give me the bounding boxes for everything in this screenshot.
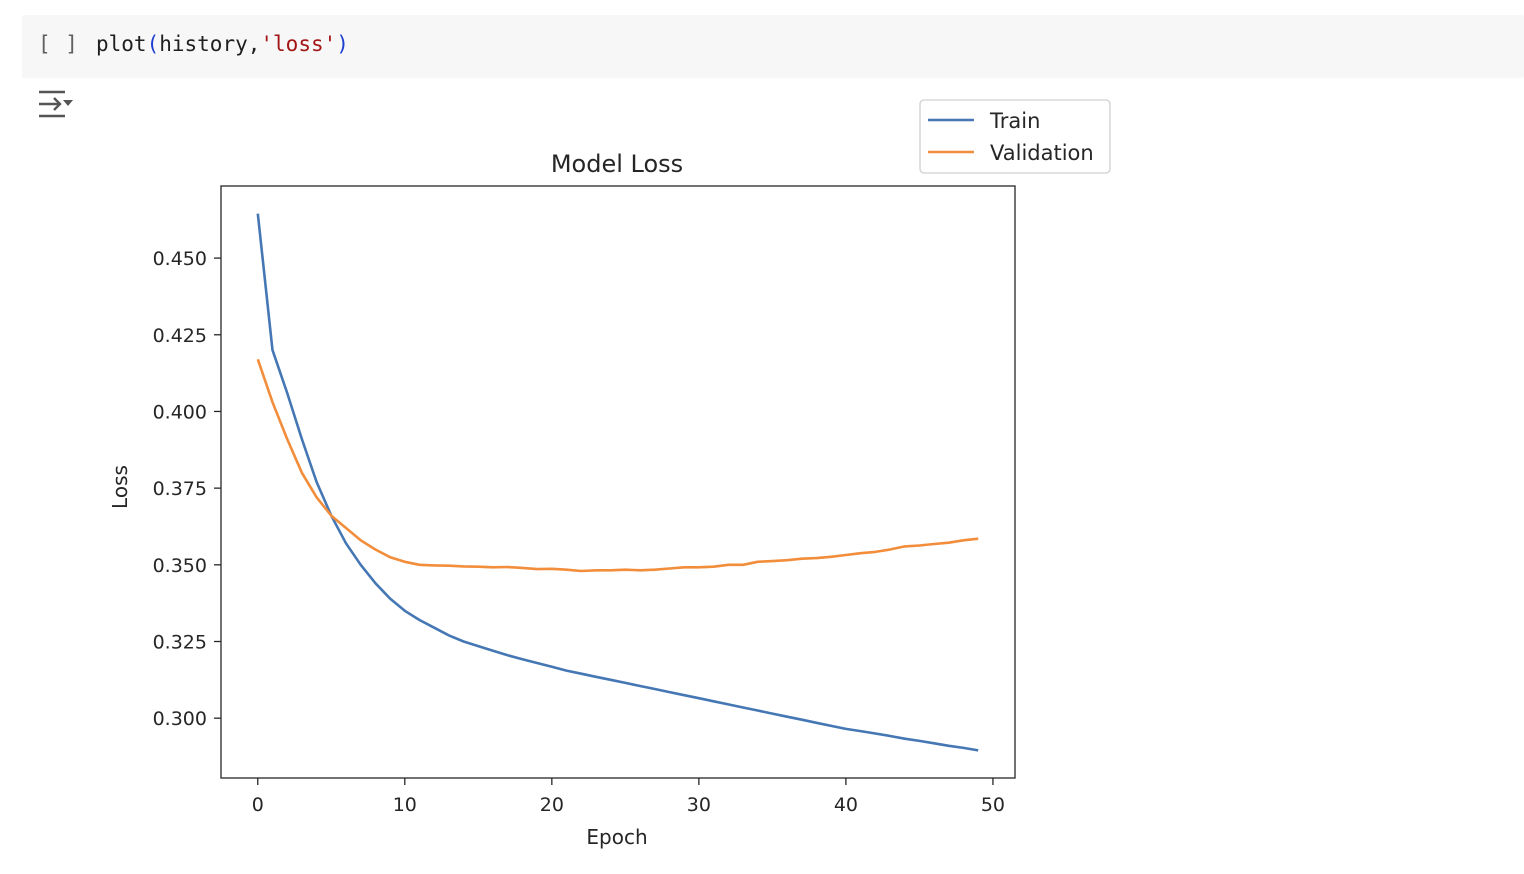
y-tick-label: 0.400 (153, 401, 207, 423)
legend: Train Validation (919, 99, 1111, 174)
x-tick-label: 10 (393, 794, 417, 816)
chart-title: Model Loss (551, 150, 683, 178)
x-tick-label: 30 (687, 794, 711, 816)
x-tick-label: 0 (252, 794, 264, 816)
y-tick-label: 0.325 (153, 632, 207, 654)
code-cell[interactable]: [ ] plot(history,'loss') (22, 15, 1524, 78)
collapse-output-icon[interactable] (36, 88, 76, 122)
code-arg-loss: 'loss' (260, 32, 337, 56)
legend-label-validation: Validation (990, 141, 1094, 165)
x-axis-label: Epoch (586, 825, 647, 849)
code-open-paren: ( (146, 32, 160, 56)
y-tick-label: 0.350 (153, 555, 207, 577)
code-func: plot (96, 32, 147, 56)
y-axis-label: Loss (108, 465, 132, 509)
y-tick-label: 0.450 (153, 248, 207, 270)
series-line-train (256, 213, 979, 752)
code-arg-history: history, (159, 32, 261, 56)
y-tick-label: 0.300 (153, 708, 207, 730)
x-tick-label: 50 (981, 794, 1005, 816)
y-tick-label: 0.375 (153, 478, 207, 500)
plot-area-frame (220, 185, 1016, 779)
run-cell-button[interactable]: [ ] (38, 32, 79, 56)
x-tick-label: 40 (834, 794, 858, 816)
code-editor[interactable]: plot(history,'loss') (96, 32, 349, 56)
y-tick-label: 0.425 (153, 325, 207, 347)
legend-box (919, 99, 1111, 174)
series-line-validation (256, 358, 979, 573)
x-tick-label: 20 (540, 794, 564, 816)
legend-label-train: Train (989, 109, 1040, 133)
code-close-paren: ) (336, 32, 349, 56)
